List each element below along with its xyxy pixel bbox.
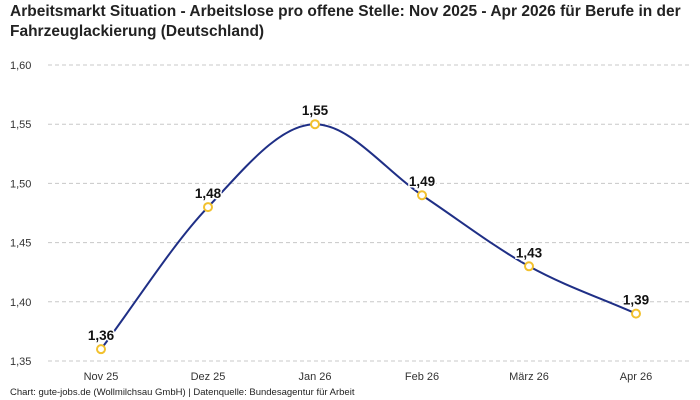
- y-tick-label: 1,60: [10, 60, 31, 72]
- x-tick-label: Apr 26: [620, 371, 652, 383]
- data-point: [203, 202, 213, 213]
- x-tick-label: Dez 25: [191, 371, 226, 383]
- data-point: [417, 190, 427, 201]
- x-tick-label: Nov 25: [84, 371, 119, 383]
- data-label: 1,48: [195, 186, 222, 201]
- data-point: [631, 308, 641, 319]
- y-axis: 1,35 1,40 1,45 1,50 1,55 1,60: [10, 60, 31, 368]
- x-axis: Nov 25 Dez 25 Jan 26 Feb 26 März 26 Apr 26: [84, 371, 653, 383]
- data-label: 1,43: [516, 245, 543, 260]
- y-tick-label: 1,45: [10, 238, 31, 250]
- data-point: [96, 344, 106, 355]
- x-tick-label: Jan 26: [298, 371, 331, 383]
- y-tick-label: 1,50: [10, 178, 31, 190]
- source-footer: Chart: gute-jobs.de (Wollmilchsau GmbH) …: [10, 387, 355, 398]
- data-point: [524, 261, 534, 272]
- y-tick-label: 1,35: [10, 356, 31, 368]
- data-point: [310, 119, 320, 130]
- data-label: 1,39: [623, 293, 649, 308]
- data-label: 1,36: [88, 328, 115, 343]
- x-tick-label: Feb 26: [405, 371, 439, 383]
- data-label: 1,49: [409, 174, 435, 189]
- y-tick-label: 1,55: [10, 119, 31, 131]
- data-label: 1,55: [302, 103, 329, 118]
- y-tick-label: 1,40: [10, 297, 31, 309]
- chart-title: Arbeitsmarkt Situation - Arbeitslose pro…: [10, 3, 681, 40]
- series-line: [100, 123, 637, 350]
- gridlines: [48, 64, 690, 362]
- x-tick-label: März 26: [509, 371, 549, 383]
- data-labels: 1,36 1,48 1,55 1,49 1,43 1,39: [86, 102, 650, 345]
- data-points: [96, 119, 641, 355]
